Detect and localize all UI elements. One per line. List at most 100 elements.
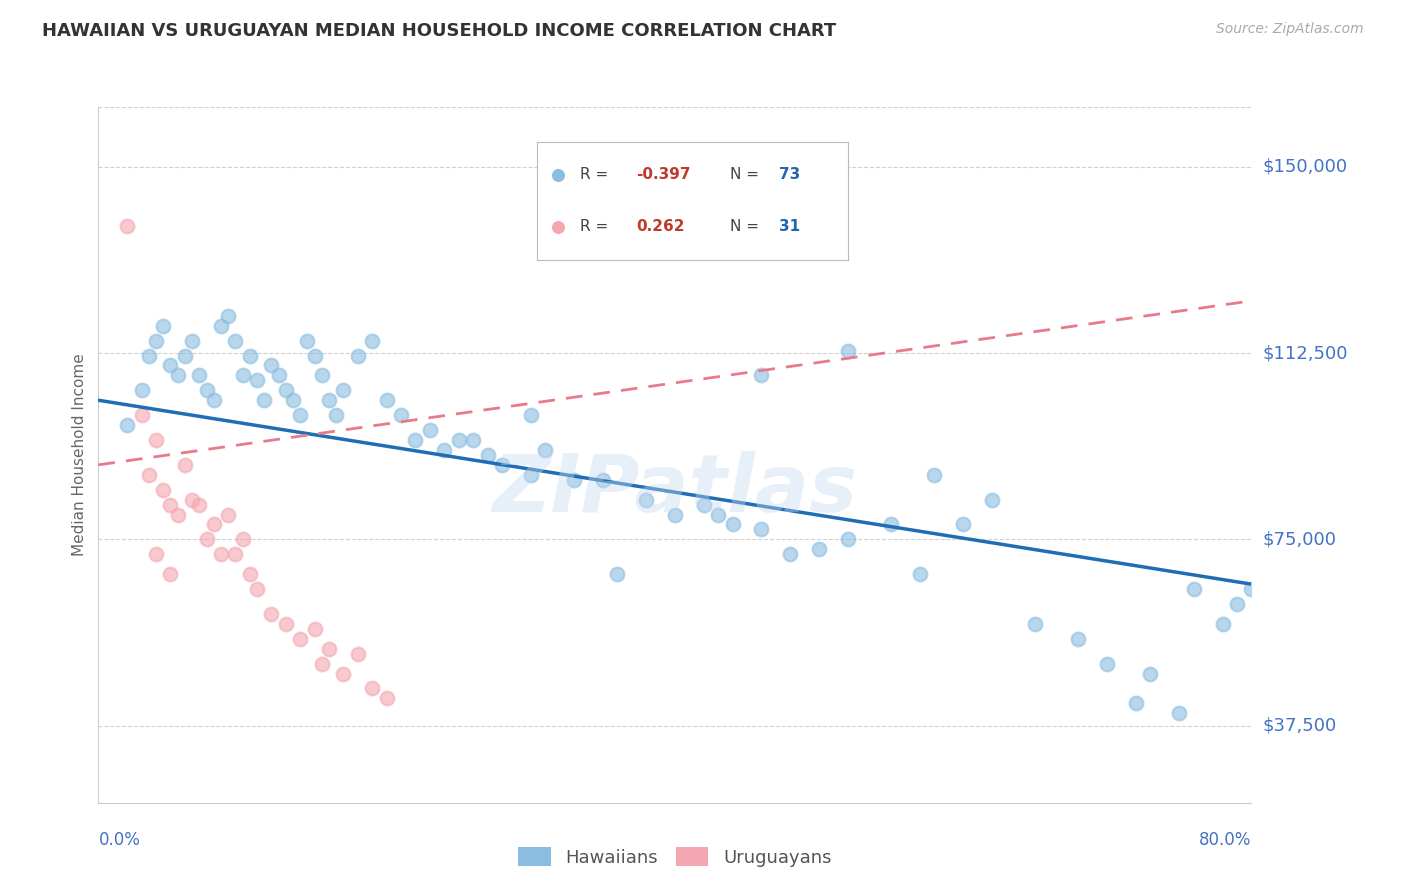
Point: [837, 533, 859, 547]
Point: [1226, 597, 1249, 611]
Point: [274, 616, 297, 631]
Point: [908, 567, 931, 582]
Point: [145, 433, 167, 447]
Text: 0.0%: 0.0%: [98, 830, 141, 848]
Point: [346, 647, 368, 661]
Point: [332, 384, 354, 398]
Point: [246, 373, 269, 387]
Point: [209, 547, 232, 561]
Point: [779, 547, 801, 561]
Point: [346, 349, 368, 363]
Point: [751, 368, 773, 383]
Point: [592, 473, 614, 487]
Point: [188, 498, 211, 512]
Point: [361, 681, 384, 696]
Point: [807, 542, 830, 557]
Point: [534, 442, 557, 457]
Text: $112,500: $112,500: [1263, 344, 1348, 362]
Point: [297, 334, 319, 348]
Text: HAWAIIAN VS URUGUAYAN MEDIAN HOUSEHOLD INCOME CORRELATION CHART: HAWAIIAN VS URUGUAYAN MEDIAN HOUSEHOLD I…: [42, 22, 837, 40]
Point: [461, 433, 484, 447]
Point: [981, 492, 1004, 507]
Point: [188, 368, 211, 383]
Point: [325, 408, 347, 422]
Point: [1168, 706, 1191, 721]
Point: [389, 408, 412, 422]
Point: [174, 458, 197, 472]
Point: [152, 318, 174, 333]
Point: [181, 492, 204, 507]
Point: [152, 483, 174, 497]
Point: [159, 567, 181, 582]
Point: [131, 408, 153, 422]
Point: [1182, 582, 1205, 596]
Point: [145, 334, 167, 348]
Point: [1139, 666, 1161, 681]
Point: [231, 368, 254, 383]
Point: [231, 533, 254, 547]
Point: [131, 384, 153, 398]
Point: [318, 641, 340, 656]
Point: [477, 448, 499, 462]
Point: [174, 349, 197, 363]
Point: [721, 517, 744, 532]
Point: [375, 691, 398, 706]
Point: [117, 418, 138, 433]
Point: [1212, 616, 1234, 631]
Point: [1067, 632, 1090, 646]
Text: $37,500: $37,500: [1263, 717, 1337, 735]
Point: [138, 349, 160, 363]
Text: 80.0%: 80.0%: [1199, 830, 1251, 848]
Point: [166, 368, 188, 383]
Point: [304, 349, 326, 363]
Point: [491, 458, 513, 472]
Point: [405, 433, 427, 447]
Text: $150,000: $150,000: [1263, 158, 1347, 176]
Point: [606, 567, 628, 582]
Point: [159, 359, 181, 373]
Point: [290, 408, 312, 422]
Point: [281, 393, 304, 408]
Text: ZIPatlas: ZIPatlas: [492, 450, 858, 529]
Point: [837, 343, 859, 358]
Point: [138, 467, 160, 482]
Point: [260, 607, 283, 621]
Point: [311, 657, 333, 671]
Point: [1024, 616, 1046, 631]
Point: [751, 523, 773, 537]
Point: [217, 508, 239, 522]
Point: [562, 473, 585, 487]
Point: [181, 334, 204, 348]
Point: [239, 349, 262, 363]
Text: $75,000: $75,000: [1263, 531, 1337, 549]
Point: [520, 408, 543, 422]
Point: [145, 547, 167, 561]
Point: [246, 582, 269, 596]
Point: [520, 467, 543, 482]
Point: [290, 632, 312, 646]
Point: [195, 533, 218, 547]
Point: [447, 433, 470, 447]
Point: [202, 517, 225, 532]
Point: [419, 423, 441, 437]
Point: [159, 498, 181, 512]
Point: [664, 508, 686, 522]
Point: [239, 567, 262, 582]
Point: [1125, 697, 1147, 711]
Point: [1097, 657, 1119, 671]
Point: [1240, 582, 1263, 596]
Point: [707, 508, 730, 522]
Point: [209, 318, 232, 333]
Y-axis label: Median Household Income: Median Household Income: [72, 353, 87, 557]
Point: [922, 467, 945, 482]
Point: [433, 442, 456, 457]
Point: [693, 498, 716, 512]
Point: [260, 359, 283, 373]
Point: [707, 194, 730, 209]
Point: [253, 393, 276, 408]
Legend: Hawaiians, Uruguayans: Hawaiians, Uruguayans: [512, 840, 838, 874]
Point: [224, 334, 246, 348]
Text: Source: ZipAtlas.com: Source: ZipAtlas.com: [1216, 22, 1364, 37]
Point: [195, 384, 218, 398]
Point: [166, 508, 188, 522]
